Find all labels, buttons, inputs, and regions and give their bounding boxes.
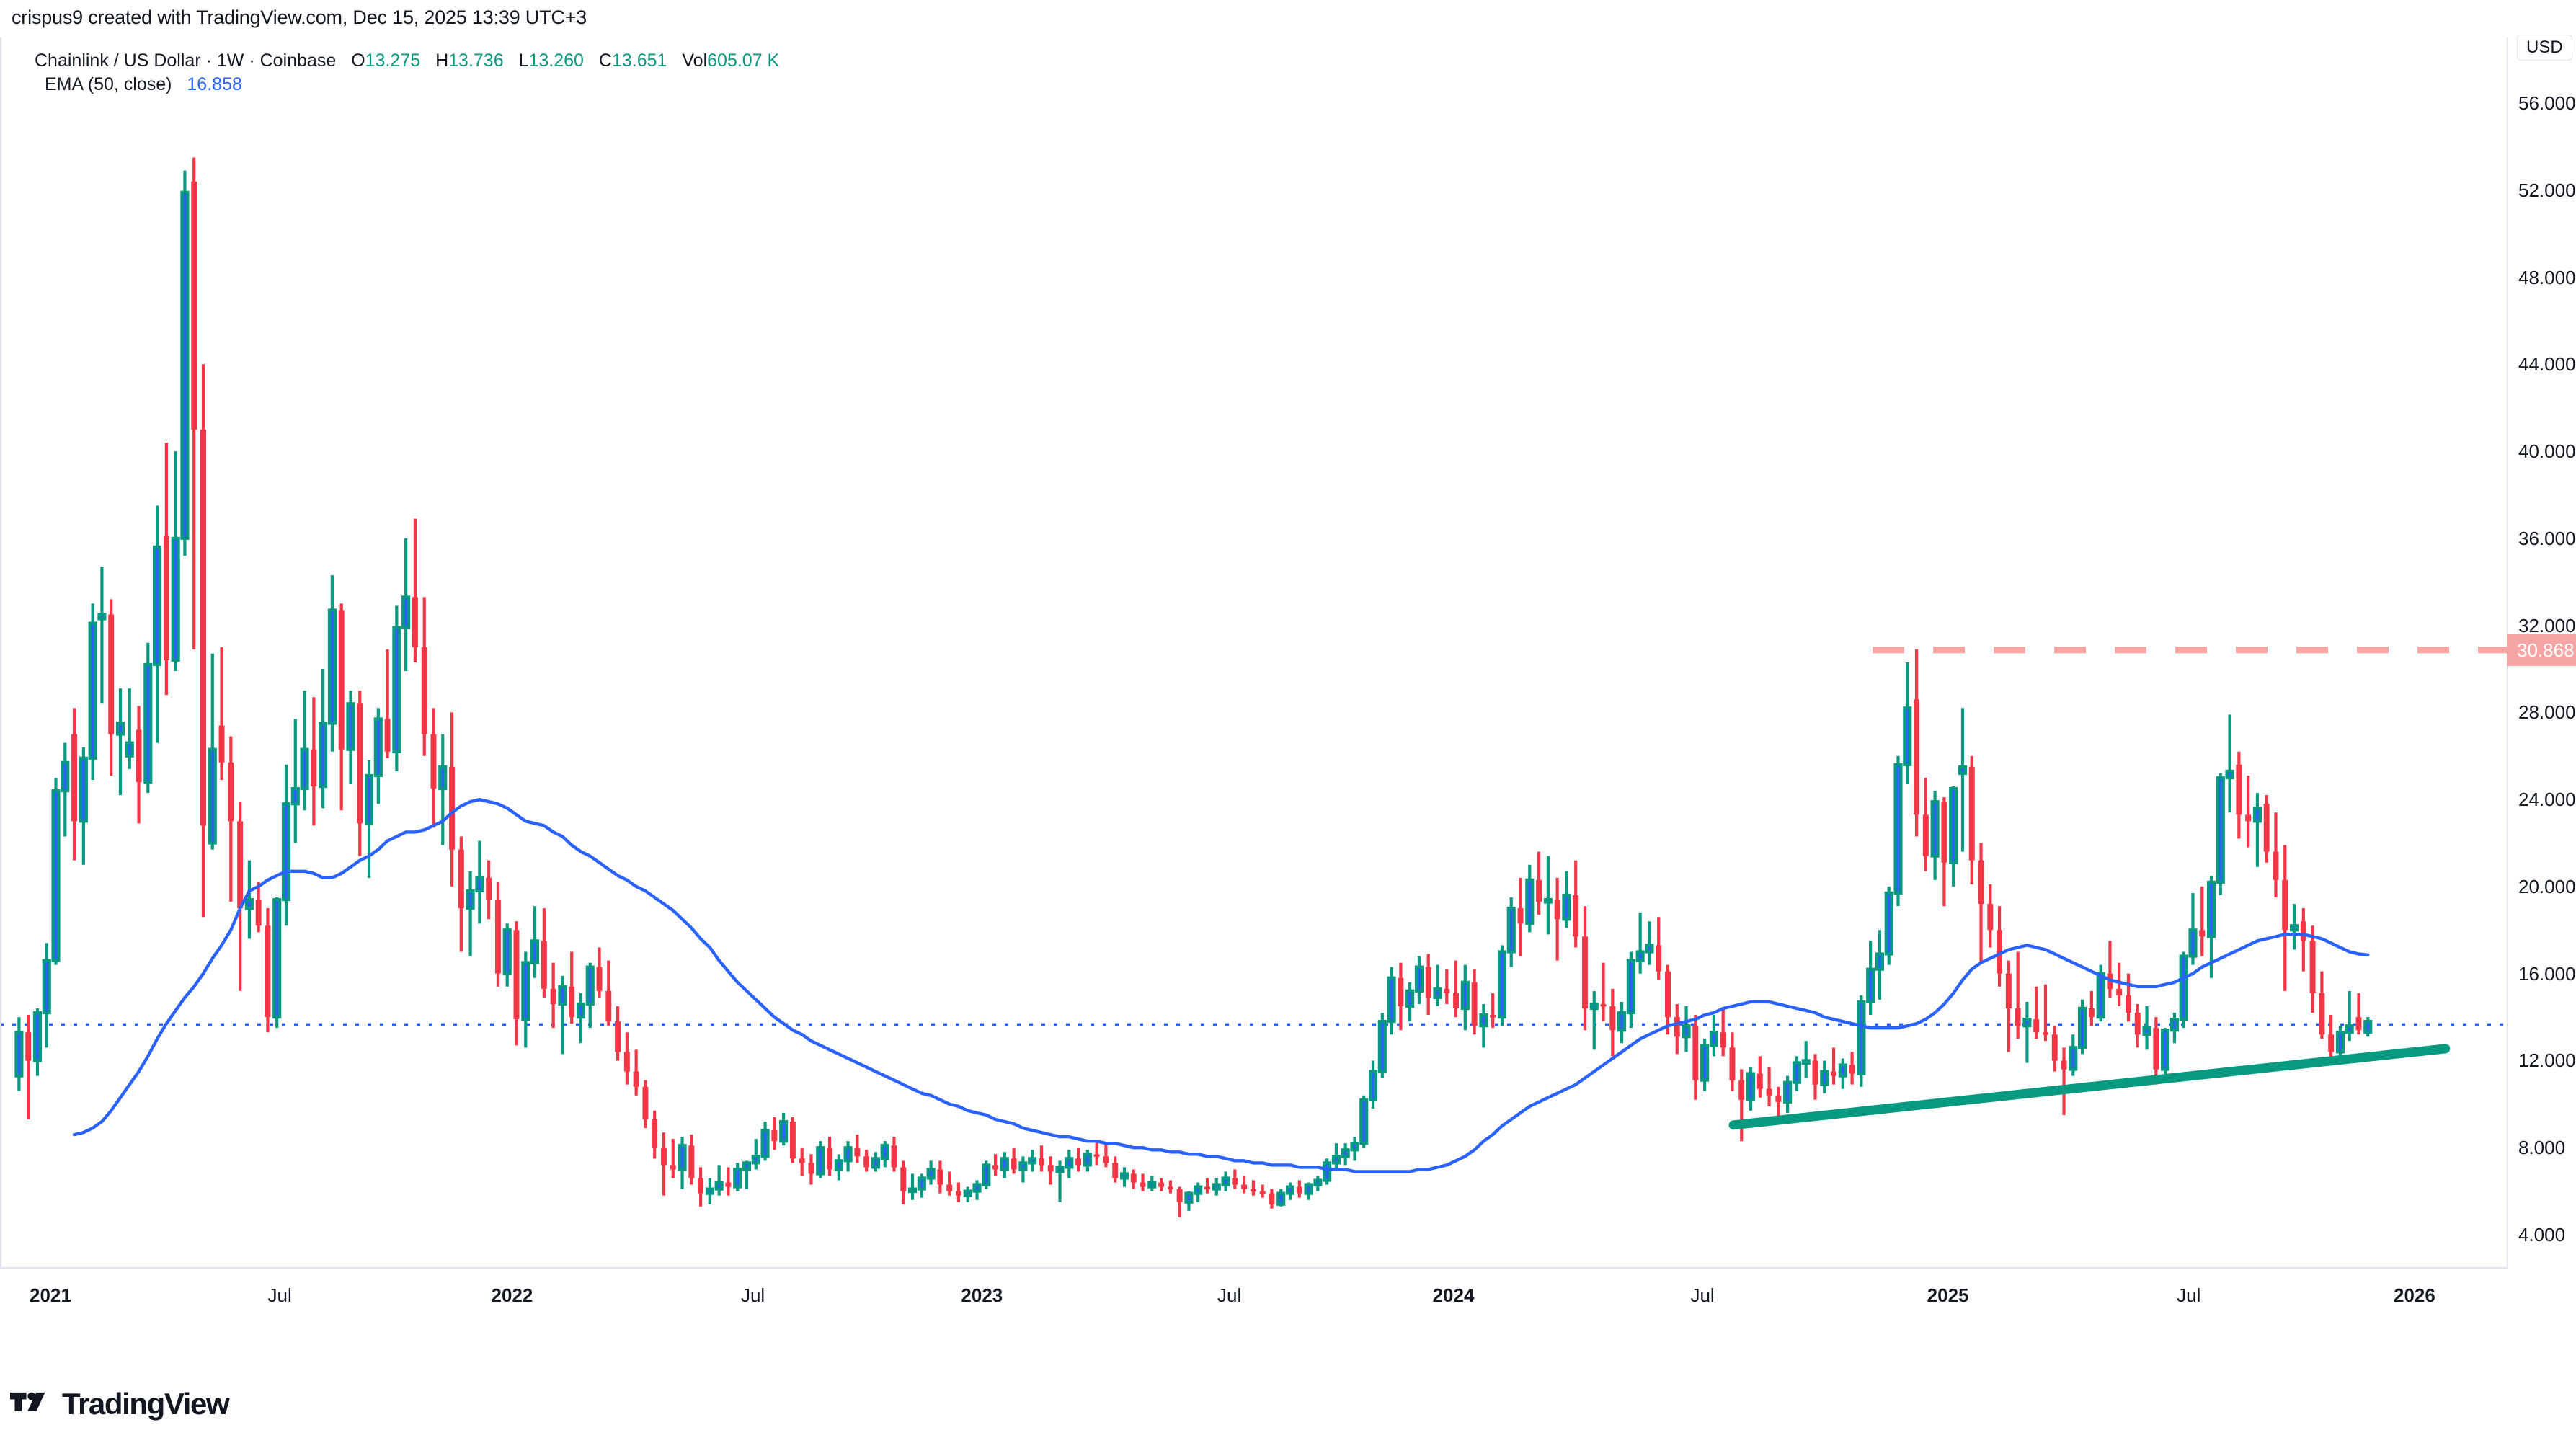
- legend-symbol-row: Chainlink / US Dollar · 1W · Coinbase O1…: [35, 49, 779, 73]
- plot-bottom-border: [0, 1267, 2507, 1269]
- price-tick: 52.000: [2518, 179, 2576, 201]
- tradingview-logo-icon: [10, 1392, 45, 1411]
- time-tick-jul: Jul: [1217, 1284, 1242, 1306]
- legend-open-value: 13.275: [365, 50, 421, 71]
- currency-badge[interactable]: USD: [2517, 35, 2572, 61]
- tradingview-footer: TradingView: [10, 1382, 230, 1426]
- price-tick: 40.000: [2518, 440, 2576, 463]
- resistance-price-tag[interactable]: 30.868: [2507, 634, 2576, 666]
- time-tick-2021: 2021: [30, 1284, 71, 1306]
- legend-interval[interactable]: 1W: [216, 50, 244, 71]
- legend-volume-label: Vol: [682, 50, 708, 71]
- price-tick: 8.000: [2518, 1137, 2566, 1159]
- time-tick-2025: 2025: [1927, 1284, 1969, 1306]
- price-tick: 16.000: [2518, 962, 2576, 985]
- price-tick: 24.000: [2518, 789, 2576, 811]
- candlestick-canvas: [0, 157, 2507, 1217]
- time-tick-2022: 2022: [491, 1284, 533, 1306]
- price-tick: 36.000: [2518, 527, 2576, 549]
- price-tick: 48.000: [2518, 266, 2576, 288]
- chart-legend: Chainlink / US Dollar · 1W · Coinbase O1…: [35, 49, 779, 97]
- legend-open-label: O: [351, 50, 365, 71]
- time-tick-2024: 2024: [1432, 1284, 1475, 1306]
- legend-volume-value: 605.07 K: [707, 50, 780, 71]
- time-tick-jul: Jul: [2177, 1284, 2201, 1306]
- time-tick-jul: Jul: [740, 1284, 765, 1306]
- legend-separator-1: ·: [205, 50, 212, 71]
- legend-symbol[interactable]: Chainlink / US Dollar: [35, 50, 201, 71]
- price-tick: 4.000: [2518, 1224, 2566, 1246]
- chart-plot-area[interactable]: [0, 37, 2507, 1269]
- time-tick-2023: 2023: [961, 1284, 1003, 1306]
- time-tick-jul: Jul: [267, 1284, 292, 1306]
- legend-high-label: H: [435, 50, 449, 71]
- legend-high-value: 13.736: [448, 50, 504, 71]
- legend-close-label: C: [598, 50, 612, 71]
- price-tick: 20.000: [2518, 875, 2576, 897]
- price-tick: 44.000: [2518, 353, 2576, 376]
- legend-ema-label[interactable]: EMA (50, close): [45, 74, 172, 94]
- legend-low-value: 13.260: [528, 50, 584, 71]
- time-tick-2026: 2026: [2393, 1284, 2435, 1306]
- time-tick-jul: Jul: [1690, 1284, 1715, 1306]
- tradingview-wordmark: TradingView: [62, 1387, 230, 1421]
- legend-close-value: 13.651: [611, 50, 667, 71]
- plot-left-border: [0, 37, 1, 1269]
- legend-exchange[interactable]: Coinbase: [259, 50, 337, 71]
- legend-ema-value: 16.858: [187, 74, 242, 94]
- legend-separator-2: ·: [249, 50, 255, 71]
- price-tick: 28.000: [2518, 701, 2576, 724]
- legend-low-label: L: [518, 50, 529, 71]
- legend-indicator-row: EMA (50, close) 16.858: [35, 73, 779, 97]
- time-axis[interactable]: 2021 Jul 2022 Jul 2023 Jul 2024 Jul 2025 Jul 2026: [0, 1269, 2576, 1338]
- attribution-text: crispus9 created with TradingView.com, D…: [12, 6, 587, 28]
- price-tick: 32.000: [2518, 614, 2576, 636]
- price-tag-dash: [2494, 648, 2507, 652]
- price-tick: 12.000: [2518, 1049, 2576, 1072]
- price-tick: 56.000: [2518, 92, 2576, 114]
